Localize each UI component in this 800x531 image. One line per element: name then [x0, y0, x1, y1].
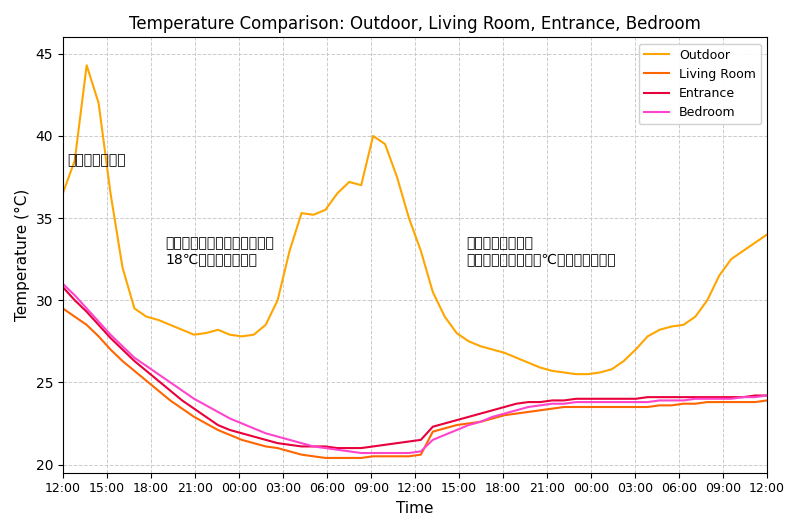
Line: Entrance: Entrance: [62, 287, 767, 448]
Outdoor: [58, 190, 67, 196]
Outdoor: [571, 371, 581, 378]
Outdoor: [762, 232, 772, 238]
Entrance: [261, 436, 270, 443]
Bedroom: [285, 436, 294, 443]
Bedroom: [356, 450, 366, 456]
Bedroom: [237, 420, 246, 426]
Text: 床下エアコン停止
２階エアコン　２４℃設定・風量自動: 床下エアコン停止 ２階エアコン ２４℃設定・風量自動: [466, 236, 616, 266]
Entrance: [58, 284, 67, 290]
Living Room: [321, 455, 330, 461]
Outdoor: [297, 210, 306, 216]
Title: Temperature Comparison: Outdoor, Living Room, Entrance, Bedroom: Temperature Comparison: Outdoor, Living …: [129, 15, 701, 33]
Living Room: [285, 448, 294, 455]
Entrance: [237, 430, 246, 436]
Text: 全エアコン停止: 全エアコン停止: [67, 153, 126, 168]
X-axis label: Time: Time: [396, 501, 434, 516]
Entrance: [333, 445, 342, 451]
Living Room: [297, 451, 306, 458]
Outdoor: [82, 62, 91, 68]
Living Room: [178, 406, 187, 412]
Line: Bedroom: Bedroom: [62, 284, 767, 453]
Bedroom: [511, 407, 521, 414]
Living Room: [237, 436, 246, 443]
Bedroom: [762, 392, 772, 399]
Entrance: [511, 400, 521, 407]
Living Room: [261, 443, 270, 450]
Entrance: [297, 443, 306, 450]
Bedroom: [58, 280, 67, 287]
Line: Living Room: Living Room: [62, 309, 767, 458]
Legend: Outdoor, Living Room, Entrance, Bedroom: Outdoor, Living Room, Entrance, Bedroom: [639, 44, 761, 124]
Outdoor: [249, 331, 258, 338]
Outdoor: [273, 297, 282, 303]
Y-axis label: Temperature (°C): Temperature (°C): [15, 189, 30, 321]
Outdoor: [511, 355, 521, 361]
Bedroom: [261, 430, 270, 436]
Bedroom: [178, 388, 187, 394]
Living Room: [762, 397, 772, 404]
Line: Outdoor: Outdoor: [62, 65, 767, 374]
Entrance: [178, 397, 187, 404]
Text: 床下エアコン、２階エアコン
18℃設定・風量自動: 床下エアコン、２階エアコン 18℃設定・風量自動: [166, 236, 274, 266]
Entrance: [762, 392, 772, 399]
Outdoor: [190, 331, 199, 338]
Outdoor: [309, 211, 318, 218]
Living Room: [511, 410, 521, 417]
Living Room: [58, 305, 67, 312]
Bedroom: [297, 440, 306, 447]
Entrance: [285, 442, 294, 448]
